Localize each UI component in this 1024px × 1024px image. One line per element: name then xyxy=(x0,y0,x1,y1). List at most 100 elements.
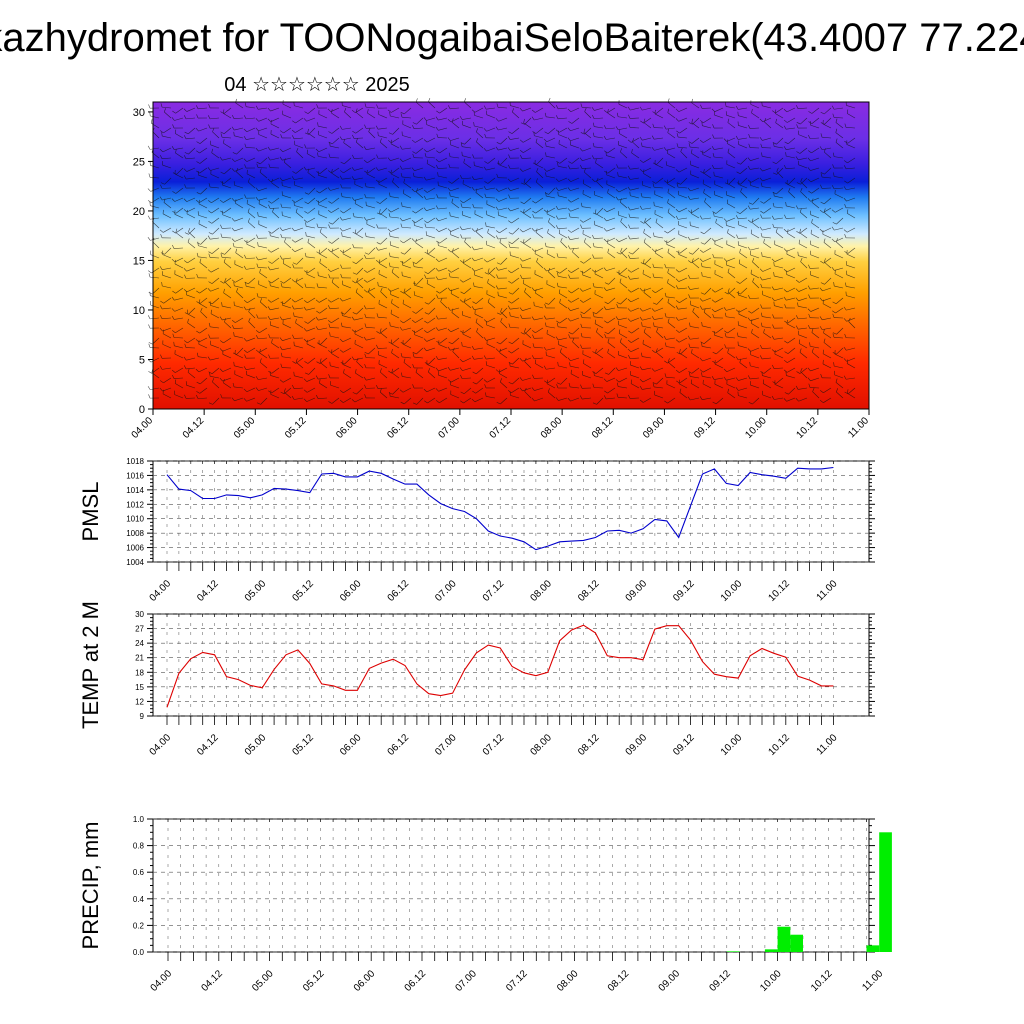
wind-barb-flag xyxy=(280,130,284,134)
wind-barb-flag xyxy=(364,323,367,328)
wind-barb xyxy=(643,292,652,299)
wind-barb-flag xyxy=(280,283,283,288)
wind-barb-flag xyxy=(256,263,259,268)
wind-barb-flag xyxy=(318,249,320,254)
wind-barb xyxy=(606,184,616,189)
wind-barb-flag xyxy=(761,252,763,257)
wind-barb xyxy=(343,207,352,214)
wind-barb-flag xyxy=(771,335,775,340)
wind-barb xyxy=(162,393,172,399)
wind-barb xyxy=(403,257,412,264)
wind-barb xyxy=(702,375,712,379)
wind-barb-flag xyxy=(567,317,571,322)
wind-barb xyxy=(476,231,484,239)
wind-barb xyxy=(570,386,580,389)
wind-barb xyxy=(618,317,628,321)
wind-barb xyxy=(666,376,676,379)
wind-barb xyxy=(162,274,172,279)
wind-barb xyxy=(378,354,388,359)
wind-barb-flag xyxy=(222,109,225,114)
wind-barb xyxy=(390,143,400,149)
wind-barb-flag xyxy=(665,342,667,347)
wind-barb xyxy=(654,147,664,151)
wind-barb-flag xyxy=(555,336,559,341)
wind-barb xyxy=(450,215,460,219)
wind-barb-flag xyxy=(459,226,463,230)
wind-barb-flag xyxy=(507,390,512,393)
wind-barb xyxy=(354,184,364,189)
wind-barb-flag xyxy=(763,328,765,333)
wind-barb xyxy=(162,157,172,160)
wind-barb xyxy=(474,397,484,403)
wind-barb xyxy=(294,297,304,303)
wind-barb xyxy=(726,316,736,319)
wind-barb-flag xyxy=(819,400,824,403)
wind-barb-flag xyxy=(343,138,345,143)
wind-barb xyxy=(270,107,280,112)
wind-barb xyxy=(535,327,544,334)
wind-barb-flag xyxy=(712,153,715,158)
wind-barb-flag xyxy=(412,351,417,355)
wind-barb-flag xyxy=(667,108,670,113)
wind-barb xyxy=(342,364,352,369)
wind-barb xyxy=(810,377,820,382)
wind-barb-flag xyxy=(643,118,646,123)
wind-barb xyxy=(774,353,784,359)
wind-barb-flag xyxy=(267,316,271,320)
wind-barb-flag xyxy=(567,307,571,311)
wind-barb xyxy=(534,317,544,321)
page-subtitle: 04 ☆☆☆☆☆☆ 2025 xyxy=(224,74,410,96)
wind-barb xyxy=(786,323,796,329)
wind-barb xyxy=(774,146,784,149)
wind-barb-flag xyxy=(400,320,404,324)
wind-barb xyxy=(234,327,244,330)
wind-barb-flag xyxy=(339,175,343,180)
wind-barb-flag xyxy=(279,346,283,350)
wind-barb xyxy=(632,141,640,149)
wind-barb-flag xyxy=(426,279,428,284)
wind-barb xyxy=(426,283,436,289)
wind-barb-flag xyxy=(508,164,511,169)
wind-barb-flag xyxy=(328,222,333,225)
wind-barb-flag xyxy=(783,125,787,130)
wind-barb-flag xyxy=(747,205,751,210)
wind-barb xyxy=(726,367,736,373)
wind-barb xyxy=(246,203,256,209)
wind-barb xyxy=(331,347,340,354)
wind-barb xyxy=(463,397,472,404)
wind-barb-flag xyxy=(183,108,187,112)
wind-barb-flag xyxy=(436,294,439,299)
wind-barb xyxy=(786,167,796,170)
wind-barb xyxy=(223,207,232,214)
wind-barb xyxy=(282,356,292,359)
wind-barb-flag xyxy=(771,297,775,301)
wind-barb-flag xyxy=(701,272,703,277)
wind-barb xyxy=(630,287,640,293)
wind-barb xyxy=(270,375,280,379)
wind-barb-flag xyxy=(727,229,729,234)
wind-barb-flag xyxy=(836,388,839,393)
wind-barb xyxy=(740,157,748,165)
wind-barb xyxy=(524,331,532,339)
wind-barb-flag xyxy=(472,203,475,208)
wind-barb xyxy=(175,152,184,159)
wind-barb-flag xyxy=(306,149,308,154)
wind-barb xyxy=(522,377,532,381)
wind-barb-flag xyxy=(771,395,775,400)
wind-barb-flag xyxy=(700,104,703,109)
wind-barb-flag xyxy=(327,209,332,213)
wind-barb-flag xyxy=(411,167,415,171)
wind-barb xyxy=(811,351,820,359)
wind-barb xyxy=(439,147,448,154)
wind-barb xyxy=(667,177,676,184)
wind-barb xyxy=(822,233,832,239)
wind-barb xyxy=(846,377,856,380)
wind-barb-flag xyxy=(231,397,235,401)
wind-barb-flag xyxy=(247,208,250,213)
wind-barb xyxy=(810,254,820,259)
wind-barb-flag xyxy=(223,379,225,384)
wind-barb-flag xyxy=(738,259,741,264)
wind-barb xyxy=(150,205,160,209)
wind-barb-flag xyxy=(379,209,381,214)
wind-barb-flag xyxy=(848,317,851,322)
